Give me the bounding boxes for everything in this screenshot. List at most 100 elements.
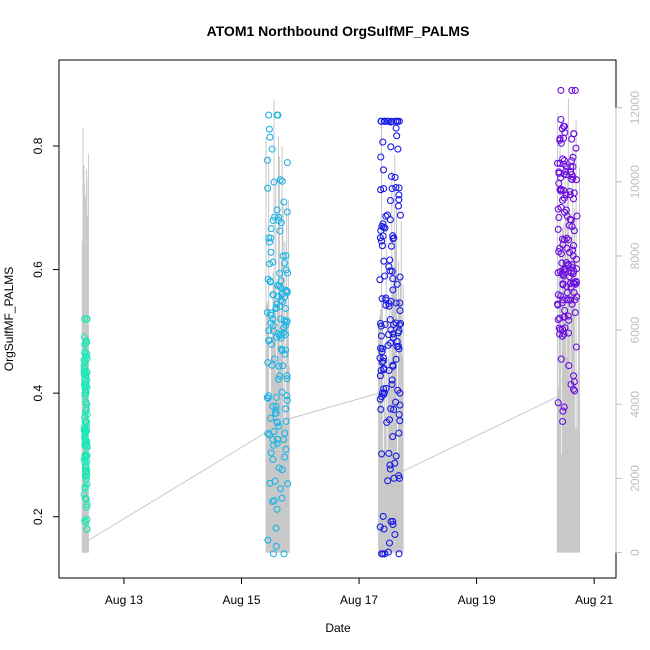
data-point: [565, 362, 573, 370]
data-point: [559, 417, 567, 426]
altitude-connector: [402, 396, 558, 472]
data-point: [389, 235, 397, 243]
data-point: [557, 250, 565, 258]
data-point: [268, 145, 276, 153]
data-point: [267, 234, 275, 242]
data-point: [559, 407, 567, 415]
data-point: [274, 281, 282, 289]
y-tick-label: 0.2: [31, 508, 45, 525]
data-point: [557, 292, 565, 300]
data-point: [556, 135, 564, 143]
y2-tick-label: 6000: [628, 316, 642, 343]
data-point: [83, 315, 91, 323]
data-point: [83, 400, 91, 408]
data-point: [273, 206, 281, 214]
data-point: [82, 426, 90, 434]
data-point: [388, 380, 396, 388]
data-point: [81, 451, 89, 459]
data-point: [283, 317, 291, 325]
data-point: [271, 477, 279, 485]
data-point: [274, 375, 283, 383]
data-point: [566, 191, 574, 199]
data-point: [391, 459, 399, 467]
data-point: [384, 341, 392, 349]
data-point: [559, 281, 567, 289]
data-point: [387, 242, 395, 250]
data-point: [283, 372, 291, 380]
data-point: [567, 296, 575, 304]
data-point: [561, 306, 569, 315]
data-point: [278, 346, 286, 354]
data-point: [394, 342, 403, 350]
data-point: [271, 409, 279, 417]
data-point: [389, 433, 397, 441]
data-point: [559, 296, 567, 304]
data-point: [278, 494, 286, 502]
data-point: [388, 185, 396, 193]
data-point: [570, 227, 578, 235]
data-point: [386, 256, 394, 264]
data-point: [387, 143, 395, 151]
data-point: [265, 327, 273, 335]
data-point: [269, 550, 278, 558]
data-point: [382, 212, 390, 220]
data-point: [278, 177, 286, 185]
data-point: [81, 435, 89, 443]
data-point: [282, 266, 290, 274]
data-point: [562, 163, 571, 171]
data-point: [265, 238, 274, 246]
data-point: [272, 524, 280, 532]
data-point: [570, 267, 578, 275]
data-point: [379, 354, 388, 362]
data-point: [264, 536, 272, 544]
data-point: [81, 315, 89, 323]
data-point: [272, 393, 280, 401]
data-point: [557, 355, 565, 363]
data-point: [265, 111, 273, 119]
data-point: [380, 525, 388, 533]
data-point: [388, 376, 396, 384]
data-point: [280, 550, 288, 558]
data-point: [557, 203, 565, 212]
data-point: [553, 300, 562, 308]
data-point: [269, 216, 277, 225]
altitude-connector: [88, 418, 289, 541]
data-point: [564, 262, 572, 270]
data-point: [381, 550, 389, 558]
data-point: [269, 327, 277, 335]
data-point: [270, 428, 278, 436]
data-point: [275, 213, 283, 221]
data-point: [555, 179, 563, 187]
data-point: [571, 309, 579, 317]
data-point: [571, 296, 579, 304]
data-point: [395, 550, 403, 558]
data-point: [395, 474, 404, 482]
data-point: [569, 153, 577, 161]
chart-title: ATOM1 Northbound OrgSulfMF_PALMS: [207, 23, 470, 39]
data-point: [383, 418, 391, 426]
data-point: [389, 330, 397, 338]
data-point: [394, 202, 403, 210]
data-point: [392, 124, 400, 132]
data-point: [391, 530, 399, 539]
data-point: [386, 465, 394, 473]
x-tick-label: Aug 13: [105, 593, 143, 607]
data-point: [392, 398, 400, 406]
data-point: [276, 269, 284, 277]
x-axis-label: Date: [325, 621, 351, 635]
data-point: [275, 362, 283, 370]
data-point: [397, 320, 405, 328]
data-point: [263, 156, 272, 164]
data-point: [82, 389, 90, 397]
data-point: [82, 461, 90, 469]
data-point: [282, 417, 290, 425]
data-point: [383, 211, 392, 219]
data-point: [387, 326, 395, 334]
data-point: [282, 405, 290, 413]
data-point: [82, 422, 91, 430]
altitude-trace: [81, 98, 580, 553]
data-point: [569, 372, 578, 380]
data-point: [272, 304, 280, 313]
data-point: [378, 348, 386, 356]
